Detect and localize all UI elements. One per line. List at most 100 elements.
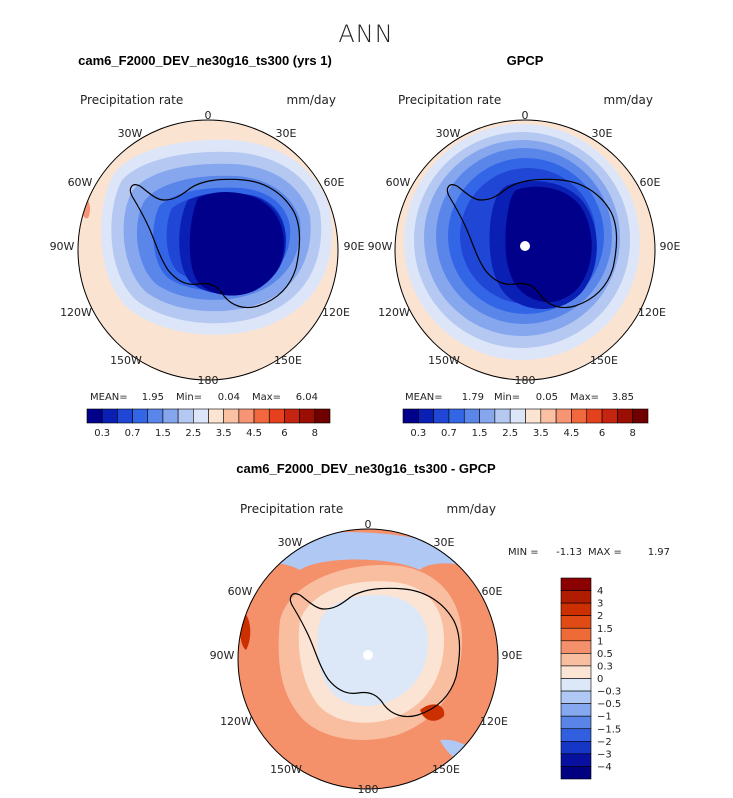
lon-label-90w: 90W — [210, 649, 235, 662]
colorbar-tick-label: 3.5 — [216, 428, 232, 439]
map-boundary — [77, 119, 339, 381]
lon-label-120e: 120E — [322, 306, 350, 319]
colorbar-tick-label: 4 — [597, 586, 603, 597]
colorbar-tick-label: −1.5 — [597, 724, 621, 735]
lon-label-30e: 30E — [592, 127, 613, 140]
colorbar-swatch — [560, 703, 592, 717]
colorbar-tick-label: 4.5 — [246, 428, 262, 439]
lon-label-60w: 60W — [68, 176, 93, 189]
panel-obs: GPCP Precipitation rate mm/day 0 30E 60E… — [368, 53, 681, 439]
map-contour-band — [317, 595, 428, 706]
lon-label-120w: 120W — [60, 306, 92, 319]
lon-label-120w: 120W — [220, 715, 252, 728]
colorbar-swatch — [560, 640, 592, 654]
stat-max-label: Max= — [252, 392, 281, 403]
lon-label-120e: 120E — [480, 715, 508, 728]
stat-max-label: Max= — [570, 392, 599, 403]
colorbar-swatch — [560, 690, 592, 704]
lon-label-180: 180 — [515, 374, 536, 387]
panel-obs-title: GPCP — [507, 53, 544, 68]
stat-min-value: -1.13 — [556, 547, 582, 558]
panel-diff-units: mm/day — [447, 502, 497, 516]
colorbar-swatch — [586, 408, 603, 424]
colorbar-tick-label: −1 — [597, 712, 612, 723]
lon-label-60e: 60E — [482, 585, 503, 598]
colorbar-swatch — [418, 408, 434, 424]
panel-diff: cam6_F2000_DEV_ne30g16_ts300 - GPCP Prec… — [210, 461, 670, 796]
colorbar-swatch — [560, 678, 592, 692]
panel-obs-variable-label: Precipitation rate — [398, 93, 501, 107]
map-boundary — [237, 528, 499, 790]
pole-missing-data-marker — [520, 241, 530, 251]
colorbar-swatch — [560, 590, 592, 604]
colorbar-tick-label: 8 — [312, 428, 318, 439]
panel-model-title: cam6_F2000_DEV_ne30g16_ts300 (yrs 1) — [78, 53, 332, 68]
colorbar-swatch — [494, 408, 511, 424]
colorbar-swatch — [223, 408, 240, 424]
colorbar-swatch — [299, 408, 316, 424]
lon-label-60e: 60E — [640, 176, 661, 189]
lon-label-150w: 150W — [428, 354, 460, 367]
stat-mean-label: MEAN= — [405, 392, 443, 403]
lon-label-90w: 90W — [50, 240, 75, 253]
colorbar-swatch — [132, 408, 149, 424]
colorbar-swatch — [601, 408, 618, 424]
lon-label-180: 180 — [198, 374, 219, 387]
colorbar-tick-label: 0.7 — [125, 428, 141, 439]
panel-model-units: mm/day — [287, 93, 337, 107]
lon-label-90w: 90W — [368, 240, 393, 253]
longitude-labels: 0 30E 60E 90E 120E 150E 180 150W 120W 90… — [368, 109, 681, 387]
stat-min-value: 0.04 — [218, 392, 240, 403]
lon-label-150w: 150W — [270, 763, 302, 776]
map-contour-band — [420, 704, 445, 721]
panel-obs-units: mm/day — [604, 93, 654, 107]
stat-mean-label: MEAN= — [90, 392, 128, 403]
colorbar-swatch — [101, 408, 118, 424]
colorbar-tick-label: −3 — [597, 749, 612, 760]
longitude-labels: 0 30E 60E 90E 120E 150E 180 150W 120W 90… — [210, 518, 523, 796]
colorbar-swatch — [208, 408, 224, 424]
colorbar-swatch — [433, 408, 450, 424]
lon-label-150e: 150E — [590, 354, 618, 367]
lon-label-60w: 60W — [386, 176, 411, 189]
stat-min-label: MIN = — [508, 547, 539, 558]
stat-mean-value: 1.79 — [462, 392, 484, 403]
lon-label-90e: 90E — [502, 649, 523, 662]
lon-label-180: 180 — [358, 783, 379, 796]
lon-label-60w: 60W — [228, 585, 253, 598]
stat-min-label: Min= — [494, 392, 520, 403]
colorbar-tick-label: −2 — [597, 737, 612, 748]
panel-obs-stats: MEAN= 1.79 Min= 0.05 Max= 3.85 — [405, 392, 634, 403]
colorbar-swatch — [560, 653, 592, 667]
lon-label-150e: 150E — [274, 354, 302, 367]
colorbar-swatch — [555, 408, 572, 424]
colorbar-swatch — [177, 408, 194, 424]
lon-label-30w: 30W — [118, 127, 143, 140]
colorbar-swatch — [560, 766, 592, 780]
stat-min-label: Min= — [176, 392, 202, 403]
colorbar-swatch — [314, 408, 331, 424]
lon-label-30e: 30E — [276, 127, 297, 140]
colorbar-tick-label: 1.5 — [155, 428, 171, 439]
colorbar-swatch — [193, 408, 209, 424]
antarctica-coastline — [446, 178, 618, 309]
colorbar-swatch — [479, 408, 496, 424]
colorbar-tick-label: 1 — [597, 636, 603, 647]
longitude-labels: 0 30E 60E 90E 120E 150E 180 150W 120W 90… — [50, 109, 365, 387]
panel-model-map — [78, 120, 338, 380]
stat-max-value: 1.97 — [648, 547, 670, 558]
colorbar-tick-label: 0 — [597, 674, 603, 685]
lon-label-30e: 30E — [434, 536, 455, 549]
panel-model-colorbar: 0.3 0.7 1.5 2.5 3.5 4.5 6 8 — [86, 408, 331, 439]
colorbar-tick-label: 2.5 — [502, 428, 518, 439]
colorbar-swatch — [253, 408, 270, 424]
colorbar-tick-label: −0.5 — [597, 699, 621, 710]
panel-obs-map — [395, 120, 655, 380]
colorbar-swatch — [560, 577, 592, 591]
lon-label-150e: 150E — [432, 763, 460, 776]
panel-diff-stats: MIN = -1.13 MAX = 1.97 — [508, 547, 670, 558]
lon-label-30w: 30W — [436, 127, 461, 140]
colorbar-tick-label: 3.5 — [533, 428, 549, 439]
colorbar-swatch — [402, 408, 419, 424]
lon-label-120e: 120E — [638, 306, 666, 319]
